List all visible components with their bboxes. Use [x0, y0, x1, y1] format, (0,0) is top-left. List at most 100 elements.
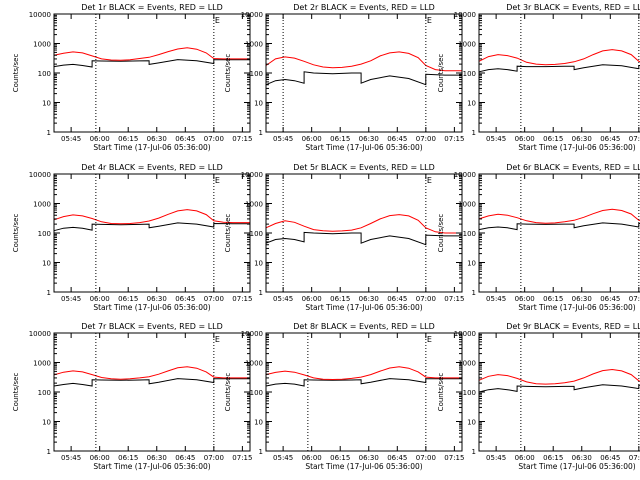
y-tick-label: 1 [47, 448, 51, 456]
panel-title: Det 8r BLACK = Events, RED = LLD [293, 322, 435, 331]
x-tick-label: 06:45 [175, 135, 195, 143]
y-tick-label: 10000 [29, 171, 51, 179]
y-axis-label: Counts/sec [437, 54, 445, 93]
y-tick-label: 1000 [245, 360, 263, 368]
x-axis-label: Start Time (17-Jul-06 05:36:00) [93, 303, 210, 312]
x-axis-label: Start Time (17-Jul-06 05:36:00) [305, 462, 422, 471]
events-series-line [265, 71, 462, 86]
y-tick-label: 1 [472, 129, 476, 137]
y-tick-label: 1 [472, 289, 476, 297]
y-tick-label: 100 [250, 389, 263, 397]
panel-title: Det 1r BLACK = Events, RED = LLD [81, 3, 223, 12]
y-tick-label: 1000 [245, 41, 263, 49]
x-tick-label: 06:15 [543, 454, 563, 462]
x-tick-label: 06:15 [118, 454, 138, 462]
y-tick-label: 100 [463, 389, 476, 397]
x-tick-label: 06:00 [302, 295, 322, 303]
x-axis-label: Start Time (17-Jul-06 05:36:00) [518, 303, 635, 312]
y-tick-label: 100 [250, 230, 263, 238]
y-tick-label: 10 [42, 260, 51, 268]
y-tick-label: 10 [254, 419, 263, 427]
events-series-line [478, 222, 640, 231]
marker-label: E [215, 335, 220, 344]
y-axis-label: Counts/sec [224, 54, 232, 93]
panel-title: Det 2r BLACK = Events, RED = LLD [293, 3, 435, 12]
x-tick-label: 07:15 [232, 135, 252, 143]
x-tick-label: 06:45 [600, 295, 620, 303]
y-tick-label: 10000 [241, 171, 263, 179]
x-tick-label: 07:15 [444, 454, 464, 462]
x-tick-label: 07:00 [204, 454, 224, 462]
x-tick-label: 06:30 [359, 454, 379, 462]
y-tick-label: 10000 [29, 11, 51, 19]
y-tick-label: 10000 [454, 330, 476, 338]
y-axis-label: Counts/sec [437, 373, 445, 412]
x-tick-label: 06:30 [572, 295, 592, 303]
panel-title: Det 6r BLACK = Events, RED = LLD [506, 163, 640, 172]
y-tick-label: 1000 [458, 201, 476, 209]
x-tick-label: 07:15 [232, 454, 252, 462]
y-tick-label: 1000 [33, 360, 51, 368]
y-tick-label: 1000 [458, 360, 476, 368]
marker-label: E [427, 16, 432, 25]
detector-panel: Det 3r BLACK = Events, RED = LLDE1101001… [437, 3, 640, 152]
y-tick-label: 1000 [458, 41, 476, 49]
x-tick-label: 07:15 [444, 295, 464, 303]
y-tick-label: 1000 [245, 201, 263, 209]
y-tick-label: 1 [259, 289, 263, 297]
y-tick-label: 1 [472, 448, 476, 456]
x-tick-label: 06:30 [359, 295, 379, 303]
x-tick-label: 06:15 [543, 135, 563, 143]
x-tick-label: 07:00 [416, 135, 436, 143]
detector-panel: Det 1r BLACK = Events, RED = LLD E 1 10 100 1… [12, 3, 252, 152]
x-tick-label: 07:15 [232, 295, 252, 303]
x-tick-label: 07:00 [629, 295, 640, 303]
y-tick-label: 10 [42, 419, 51, 427]
detector-panel: Det 5r BLACK = Events, RED = LLD E 1 10 100 1… [224, 163, 464, 312]
y-tick-label: 1 [47, 129, 51, 137]
y-tick-label: 10000 [29, 330, 51, 338]
panel-title: Det 4r BLACK = Events, RED = LLD [81, 163, 223, 172]
y-axis-label: Counts/sec [437, 214, 445, 253]
x-tick-label: 07:00 [629, 135, 640, 143]
x-tick-label: 05:45 [486, 454, 506, 462]
x-tick-label: 06:15 [118, 295, 138, 303]
marker-label: E [427, 176, 432, 185]
lld-series-line [53, 47, 250, 61]
detector-panel: Det 7r BLACK = Events, RED = LLD E 1 10 100 1… [12, 322, 252, 471]
x-axis-label: Start Time (17-Jul-06 05:36:00) [305, 143, 422, 152]
x-axis-label: Start Time (17-Jul-06 05:36:00) [93, 143, 210, 152]
y-tick-label: 100 [463, 230, 476, 238]
y-tick-label: 1 [259, 129, 263, 137]
events-series-line [478, 384, 640, 393]
panel-title: Det 9r BLACK = Events, RED = LLD [506, 322, 640, 331]
x-tick-label: 06:15 [330, 295, 350, 303]
x-axis-label: Start Time (17-Jul-06 05:36:00) [518, 143, 635, 152]
y-tick-label: 100 [250, 70, 263, 78]
panel-title: Det 3r BLACK = Events, RED = LLD [506, 3, 640, 12]
x-tick-label: 07:00 [629, 454, 640, 462]
x-tick-label: 06:45 [387, 454, 407, 462]
y-tick-label: 10 [254, 260, 263, 268]
x-axis-label: Start Time (17-Jul-06 05:36:00) [305, 303, 422, 312]
x-tick-label: 06:00 [515, 454, 535, 462]
x-tick-label: 06:00 [90, 454, 110, 462]
x-tick-label: 05:45 [486, 135, 506, 143]
x-tick-label: 06:15 [543, 295, 563, 303]
lld-series-line [265, 51, 462, 72]
lld-series-line [265, 214, 462, 234]
x-tick-label: 06:45 [175, 454, 195, 462]
y-tick-label: 10000 [454, 11, 476, 19]
x-axis-label: Start Time (17-Jul-06 05:36:00) [93, 462, 210, 471]
y-axis-label: Counts/sec [12, 373, 20, 412]
x-tick-label: 06:00 [90, 295, 110, 303]
y-tick-label: 100 [38, 70, 51, 78]
x-axis-label: Start Time (17-Jul-06 05:36:00) [518, 462, 635, 471]
x-tick-label: 07:00 [204, 295, 224, 303]
x-tick-label: 06:45 [175, 295, 195, 303]
x-tick-label: 06:15 [330, 135, 350, 143]
panel-title: Det 5r BLACK = Events, RED = LLD [293, 163, 435, 172]
x-tick-label: 06:00 [90, 135, 110, 143]
